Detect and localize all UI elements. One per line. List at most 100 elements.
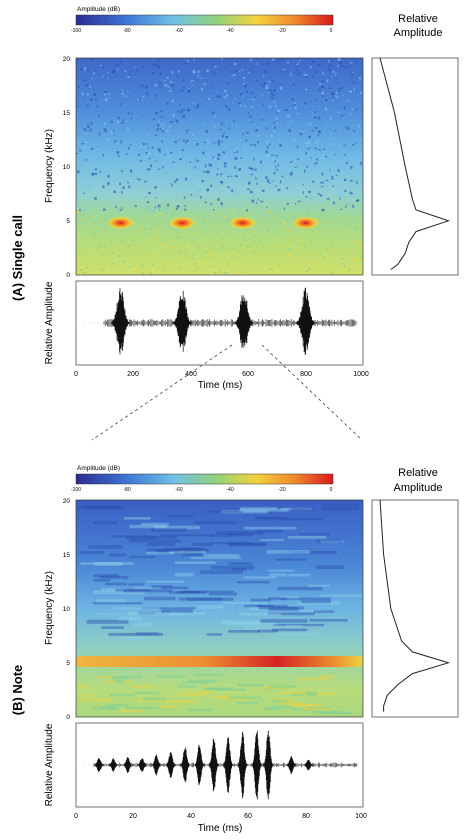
spectrogram-a-speck [204,207,206,210]
spectrogram-a-speck [155,112,158,114]
spectrogram-a-speck [222,151,226,154]
spectrogram-a-speck [338,89,340,92]
spectrogram-b-streak [268,606,299,611]
spectrogram-b-streak [266,550,311,554]
note-pulse [122,757,133,773]
panel-a-label: (A) Single call [10,215,25,301]
spectrogram-a-speck [263,74,265,78]
spectrogram-b-streak [222,601,268,604]
spectrogram-a-speck [129,266,132,269]
y-tick: 5 [66,218,70,225]
spectrogram-a-speck [169,121,173,123]
spectrogram-a-speck [297,253,299,256]
spectrogram-a-speck [179,266,182,269]
spectrogram-a-speck [333,172,336,176]
spectrogram-a-speck [158,150,161,152]
spectrogram-a-speck [258,199,260,201]
spectrogram-a-speck [155,237,158,240]
spectrogram-b-streak [274,632,320,635]
spectrogram-a-speck [121,93,124,95]
spectrogram-a-speck [184,208,187,211]
spectrogram-a-speck [270,266,273,269]
spectrogram-a-speck [294,217,297,220]
spectrogram-b-streak [220,510,268,514]
spectrogram-a-speck [317,63,321,67]
spectrogram-a-speck [206,69,209,72]
spectrogram-b-streak [298,678,332,681]
spectrogram-a-speck [274,105,277,108]
colorbar-a-title: Amplitude (dB) [77,6,120,13]
spectrogram-a-speck [285,188,289,191]
spectrogram-a-speck [158,209,160,211]
spectrogram-a-speck [135,143,137,147]
note-pulse [137,758,147,772]
spectrogram-a-speck [254,164,257,166]
spectrogram-a-speck [85,238,88,240]
spectrogram-a-speck [193,232,196,235]
spectrogram-a-speck [277,164,279,167]
spectrogram-a-speck [255,129,258,132]
x-tick: 1000 [353,371,369,378]
spectrogram-b-streak [129,524,168,529]
spectrogram-a-speck [280,86,283,90]
spectrogram-a-speck [86,104,89,107]
spectrogram-a-speck [77,58,79,61]
spectrogram-a-speck [76,102,79,104]
spectrogram-a-speck [148,146,152,149]
spectrogram-b-streak [322,503,360,506]
spectrogram-a-speck [99,245,102,248]
spectrogram-b-streak [97,613,139,616]
y-tick: 20 [63,498,71,505]
spectrogram-a-speck [142,95,145,98]
spectrogram-a-speck [111,81,113,84]
spectrogram-a-speck [191,257,194,260]
spectrogram-b-streak [125,706,160,710]
spectrogram-b-frame [75,499,364,718]
spectrogram-a-speck [99,171,102,173]
spectrogram-a-speck [127,112,130,114]
spectrogram-b-streak [93,590,146,595]
spectrogram-a-speck [90,122,93,125]
spectrogram-a-speck [168,84,171,87]
spectrogram-a-speck [304,102,307,105]
spectrogram-b-streak [168,591,208,594]
spectrogram-b-streak [156,548,210,552]
spectrogram-a-speck [304,88,308,91]
spectrogram-a-speck [216,173,219,176]
spectrogram-a-speck [101,267,104,270]
spectrogram-a-speck [357,219,360,222]
spectrogram-a-speck [78,149,82,152]
spectrogram-a-speck [163,269,166,272]
spectrogram-a-speck [80,269,83,271]
spectrogram-b-streak [203,554,240,557]
spectrogram-a-speck [149,227,152,230]
spectrogram-a-speck [302,191,304,194]
spectrogram-a-speck [157,204,160,208]
spectrogram-a-speck [340,65,344,67]
spectrogram-a-speck [341,171,344,173]
spectrogram-a-speck [326,185,329,188]
spectrogram-a-speck [335,187,339,190]
spectrogram-a-speck [223,271,226,274]
spectrogram-b-streak [228,542,266,546]
spectrogram-a-speck [283,191,285,193]
spectrogram-a-speck [344,178,347,182]
spectrogram-a-speck [116,151,120,154]
spectrogram-a-speck [321,172,324,176]
spectrogram-a-speck [271,154,274,157]
spectrogram-a-speck [294,259,297,262]
spectrogram-a-speck [252,250,255,252]
spectrogram-a-speck [293,104,297,106]
x-tick: 40 [187,813,195,820]
spectrogram-a-speck [213,125,216,128]
spectrogram-a-speck [207,140,210,144]
spectrogram-a-speck [259,228,262,231]
spectrogram-a-speck [221,237,224,240]
spectrogram-a-speck [334,153,338,157]
spectrogram-a-speck [280,245,283,248]
spectrogram-a-speck [314,147,318,150]
spectrogram-a-speck [240,157,243,159]
spectrogram-a-speck [204,218,207,221]
spectrogram-a-speck [320,194,323,197]
spectrogram-a-speck [230,206,233,208]
